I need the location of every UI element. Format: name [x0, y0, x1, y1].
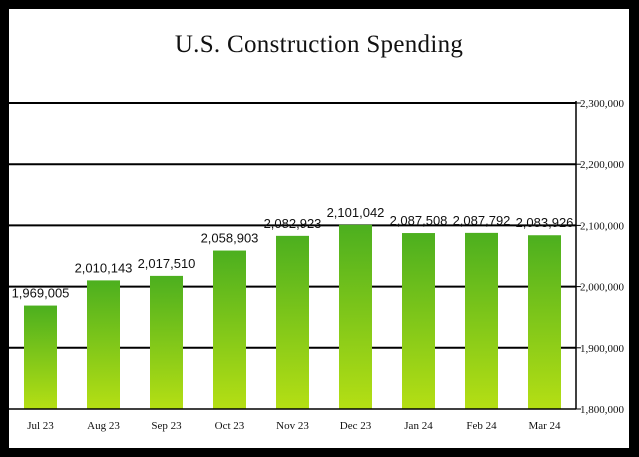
- bar: [402, 233, 435, 409]
- y-tick-label: 2,000,000: [580, 282, 625, 294]
- axes: [9, 101, 581, 410]
- chart-panel: U.S. Construction Spending 1,800,000 1,90…: [9, 9, 629, 448]
- data-label: 2,087,508: [390, 213, 448, 228]
- x-tick-label: Dec 23: [340, 420, 372, 432]
- y-tick-label: 2,300,000: [580, 98, 625, 110]
- bar: [276, 235, 309, 409]
- y-tick-label: 1,800,000: [580, 404, 625, 416]
- bar: [339, 224, 372, 409]
- x-tick-label: Oct 23: [215, 420, 245, 432]
- chart-title: U.S. Construction Spending: [174, 31, 464, 58]
- data-label: 2,058,903: [201, 231, 259, 246]
- bar-chart: 1,800,000 1,900,000 2,000,000 2,100,000 2,20…: [9, 98, 625, 432]
- labels: 1,800,000 1,900,000 2,000,000 2,100,000 2,20…: [12, 98, 625, 432]
- x-tick-label: Nov 23: [276, 420, 309, 432]
- data-label: 2,082,923: [264, 216, 322, 231]
- data-label: 2,017,510: [138, 256, 196, 271]
- bar: [528, 235, 561, 409]
- bars: [24, 224, 561, 409]
- data-label: 2,010,143: [75, 260, 133, 275]
- x-tick-label: Feb 24: [466, 420, 497, 432]
- data-label: 2,087,792: [453, 213, 511, 228]
- y-tick-label: 1,900,000: [580, 343, 625, 355]
- data-label: 1,969,005: [12, 286, 70, 301]
- x-tick-label: Mar 24: [528, 420, 561, 432]
- data-label: 2,101,042: [327, 205, 385, 220]
- bar: [24, 305, 57, 409]
- bar: [150, 275, 183, 409]
- x-tick-label: Jul 23: [27, 420, 54, 432]
- x-tick-label: Aug 23: [87, 420, 120, 432]
- data-label: 2,083,926: [516, 215, 574, 230]
- bar: [87, 280, 120, 409]
- bar: [465, 232, 498, 409]
- bar: [213, 250, 246, 409]
- x-tick-label: Jan 24: [404, 420, 433, 432]
- y-tick-label: 2,200,000: [580, 159, 625, 171]
- y-tick-label: 2,100,000: [580, 220, 625, 232]
- x-tick-label: Sep 23: [151, 420, 182, 432]
